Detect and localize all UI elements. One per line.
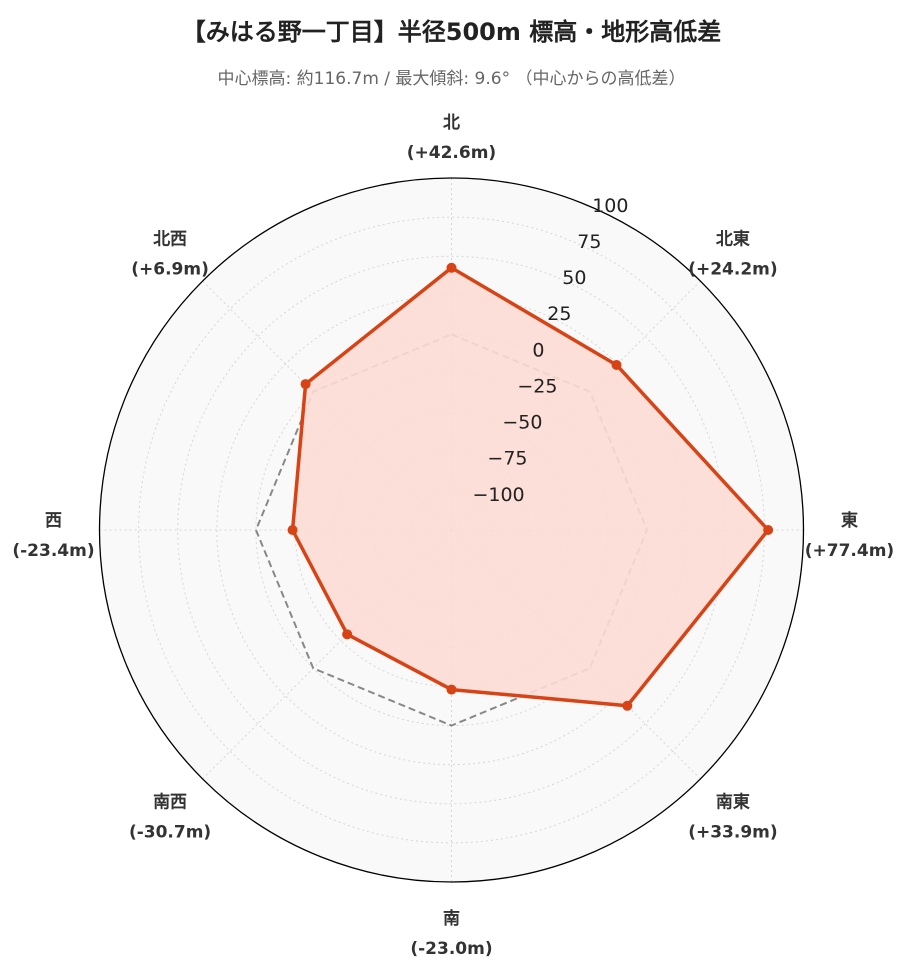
direction-label: 北東 (716, 229, 750, 250)
radial-tick-label: 100 (592, 195, 628, 217)
direction-value-label: (+42.6m) (407, 143, 496, 163)
direction-value-label: (-23.4m) (12, 541, 94, 561)
radial-tick-label: −100 (472, 484, 524, 506)
radial-tick-label: −75 (487, 448, 527, 470)
radial-tick-label: 0 (532, 339, 544, 361)
angular-gridline (202, 529, 452, 780)
elevation-point-1 (611, 359, 622, 370)
plot-outer-frame (98, 177, 805, 883)
direction-label: 南西 (153, 791, 187, 812)
direction-label: 西 (45, 511, 62, 531)
direction-value-label: (-23.0m) (410, 939, 492, 959)
radial-tick-labels: −100 −75 −50 −25 025 50 75 100 (472, 195, 628, 506)
direction-label: 南 (443, 908, 460, 929)
chart-title: 【みはる野一丁目】半径500m 標高・地形高低差 (181, 18, 722, 46)
elevation-point-3 (622, 700, 633, 711)
direction-label: 東 (841, 510, 858, 531)
elevation-point-6 (287, 525, 298, 535)
radial-tick-label: −50 (502, 412, 542, 434)
radial-tick-label: 50 (562, 267, 586, 289)
direction-value-label: (+24.2m) (688, 260, 777, 280)
radial-tick-label: −25 (517, 375, 557, 397)
elevation-point-0 (446, 262, 457, 273)
elevation-point-2 (763, 525, 774, 535)
direction-labels: 北 (+42.6m) 北東 (+24.2m) 東 (+77.4m) 南東 (+33.9m) 南 (… (12, 113, 894, 959)
radial-tick-label: 25 (547, 303, 571, 325)
chart-subtitle: 中心標高: 約116.7m / 最大傾斜: 9.6° （中心からの高低差） (217, 69, 686, 89)
elevation-point-7 (300, 379, 311, 390)
elevation-point-4 (446, 684, 457, 695)
direction-label: 北 (443, 113, 460, 133)
direction-value-label: (-30.7m) (129, 822, 211, 842)
elevation-area (292, 267, 769, 706)
direction-value-label: (+6.9m) (131, 260, 209, 280)
series-layer (254, 262, 774, 727)
direction-label: 北西 (153, 230, 187, 250)
radial-tick-label: 75 (577, 231, 601, 253)
direction-value-label: (+77.4m) (805, 541, 894, 561)
direction-value-label: (+33.9m) (688, 822, 777, 842)
direction-label: 南東 (716, 791, 750, 812)
elevation-point-5 (342, 629, 353, 640)
